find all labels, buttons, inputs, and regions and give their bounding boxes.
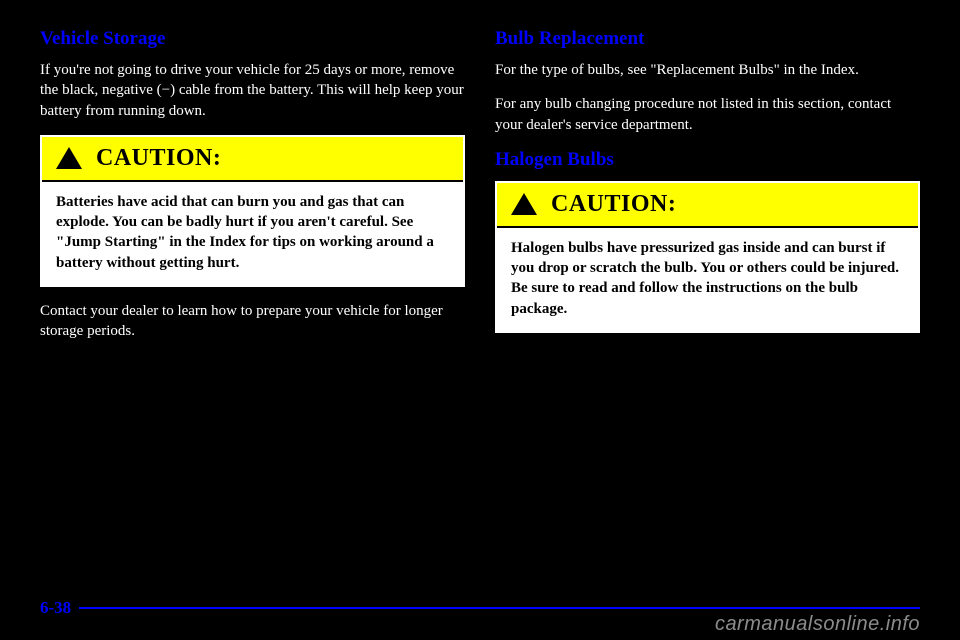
left-column: Vehicle Storage If you're not going to d… xyxy=(40,28,465,355)
bulb-replacement-heading: Bulb Replacement xyxy=(495,28,920,50)
vehicle-storage-heading: Vehicle Storage xyxy=(40,28,465,50)
caution-header: CAUTION: xyxy=(42,137,463,180)
warning-triangle-icon xyxy=(511,193,537,215)
halogen-bulbs-heading: Halogen Bulbs xyxy=(495,149,920,171)
bulb-replacement-paragraph-2: For any bulb changing procedure not list… xyxy=(495,94,920,135)
footer-rule xyxy=(79,607,920,609)
vehicle-storage-paragraph-2: Contact your dealer to learn how to prep… xyxy=(40,301,465,342)
page-number: 6-38 xyxy=(40,598,71,618)
caution-body-text: Halogen bulbs have pressurized gas insid… xyxy=(497,226,918,331)
caution-label: CAUTION: xyxy=(96,145,221,172)
caution-header: CAUTION: xyxy=(497,183,918,226)
right-column: Bulb Replacement For the type of bulbs, … xyxy=(495,28,920,355)
vehicle-storage-paragraph: If you're not going to drive your vehicl… xyxy=(40,60,465,121)
bulb-replacement-paragraph: For the type of bulbs, see "Replacement … xyxy=(495,60,920,80)
caution-box-battery: CAUTION: Batteries have acid that can bu… xyxy=(40,135,465,287)
caution-body-text: Batteries have acid that can burn you an… xyxy=(42,180,463,285)
caution-box-halogen: CAUTION: Halogen bulbs have pressurized … xyxy=(495,181,920,333)
caution-label: CAUTION: xyxy=(551,191,676,218)
warning-triangle-icon xyxy=(56,147,82,169)
watermark-text: carmanualsonline.info xyxy=(715,613,920,636)
two-column-layout: Vehicle Storage If you're not going to d… xyxy=(40,28,920,355)
